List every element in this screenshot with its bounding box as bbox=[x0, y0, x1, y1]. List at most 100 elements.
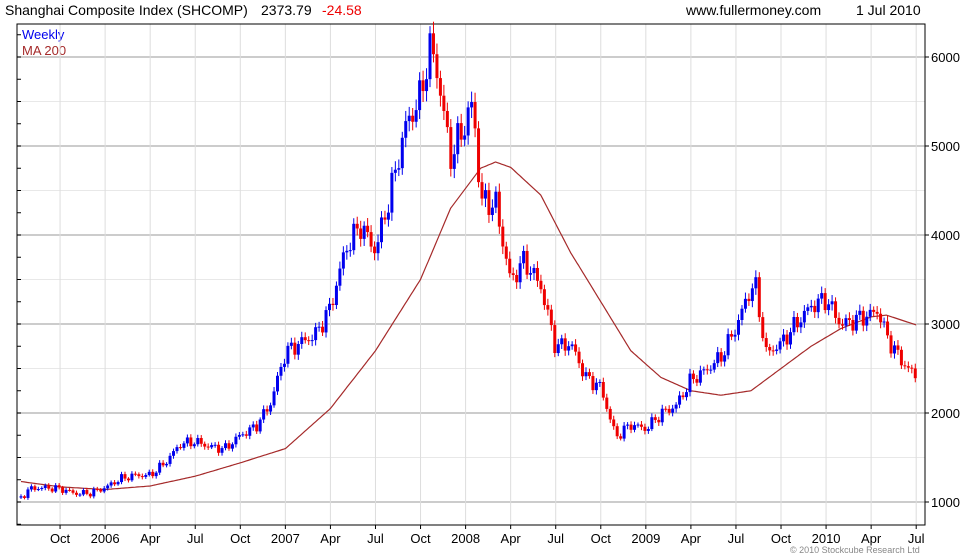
candle-body bbox=[497, 191, 501, 227]
candle-body bbox=[345, 250, 349, 253]
candle-body bbox=[102, 488, 106, 492]
candle-body bbox=[799, 322, 803, 328]
candle-body bbox=[61, 487, 65, 493]
candle-body bbox=[667, 408, 671, 413]
candle-body bbox=[681, 395, 685, 398]
candle-body bbox=[563, 338, 567, 351]
candle-body bbox=[449, 127, 453, 169]
candle-body bbox=[747, 298, 751, 302]
candle-body bbox=[352, 223, 356, 251]
x-tick-label: 2006 bbox=[91, 531, 120, 546]
candle-body bbox=[688, 373, 692, 393]
candle-body bbox=[490, 207, 494, 215]
candle-body bbox=[847, 318, 851, 321]
candle-body bbox=[57, 485, 61, 488]
candle-body bbox=[678, 395, 682, 405]
x-tick-label: Jul bbox=[728, 531, 745, 546]
candle-body bbox=[556, 344, 560, 354]
candle-body bbox=[764, 338, 768, 348]
candle-body bbox=[366, 225, 370, 233]
candle-body bbox=[522, 250, 526, 264]
candle-body bbox=[466, 107, 470, 136]
candle-body bbox=[431, 33, 435, 55]
site-link[interactable]: www.fullermoney.com bbox=[686, 2, 822, 18]
candle-body bbox=[234, 436, 238, 445]
candle-body bbox=[483, 190, 487, 199]
x-tick-label: Apr bbox=[861, 531, 882, 546]
candle-body bbox=[879, 313, 883, 323]
candle-body bbox=[816, 298, 820, 313]
candle-body bbox=[425, 79, 429, 92]
candle-body bbox=[470, 102, 474, 108]
candle-body bbox=[619, 436, 623, 439]
candle-body bbox=[68, 489, 72, 491]
candle-body bbox=[262, 409, 266, 420]
candle-body bbox=[674, 404, 678, 409]
x-tick-label: Oct bbox=[591, 531, 612, 546]
candle-body bbox=[445, 111, 449, 128]
candle-body bbox=[768, 347, 772, 351]
candle-body bbox=[612, 419, 616, 427]
candle-body bbox=[511, 273, 515, 275]
candle-body bbox=[574, 344, 578, 352]
candle-body bbox=[910, 367, 914, 369]
candle-body bbox=[709, 369, 713, 371]
candle-body bbox=[438, 78, 442, 96]
candle-body bbox=[248, 427, 252, 436]
candle-body bbox=[716, 352, 720, 364]
candle-body bbox=[685, 392, 689, 398]
candle-body bbox=[608, 408, 612, 420]
candle-body bbox=[144, 475, 148, 477]
candle-body bbox=[868, 309, 872, 317]
candle-body bbox=[837, 317, 841, 325]
candle-body bbox=[192, 444, 196, 447]
candle-body bbox=[865, 316, 869, 326]
candle-body bbox=[515, 274, 519, 283]
candle-body bbox=[508, 258, 512, 274]
candle-body bbox=[587, 372, 591, 377]
candle-body bbox=[407, 115, 411, 122]
candle-body bbox=[695, 379, 699, 383]
x-tick-label: Jul bbox=[547, 531, 564, 546]
candle-body bbox=[660, 408, 664, 423]
candle-body bbox=[390, 172, 394, 213]
candle-body bbox=[643, 426, 647, 431]
candle-body bbox=[577, 351, 581, 364]
candle-body bbox=[806, 307, 810, 311]
y-tick-label: 1000 bbox=[931, 495, 960, 510]
candle-body bbox=[154, 472, 158, 477]
candle-body bbox=[74, 492, 78, 495]
candle-body bbox=[809, 305, 813, 308]
candle-body bbox=[189, 437, 193, 447]
candle-body bbox=[282, 363, 286, 367]
candle-body bbox=[594, 382, 598, 391]
candle-body bbox=[473, 102, 477, 129]
candle-body bbox=[750, 288, 754, 302]
candle-body bbox=[719, 352, 723, 362]
candle-body bbox=[50, 488, 54, 492]
candle-body bbox=[182, 443, 186, 448]
candle-body bbox=[123, 474, 127, 479]
candle-body bbox=[43, 485, 47, 489]
candle-body bbox=[307, 340, 311, 342]
candle-body bbox=[882, 321, 886, 323]
candle-body bbox=[771, 350, 775, 352]
candle-body bbox=[899, 349, 903, 366]
candle-body bbox=[622, 425, 626, 439]
candle-body bbox=[664, 408, 668, 410]
candle-body bbox=[296, 344, 300, 355]
candle-body bbox=[691, 373, 695, 380]
candle-body bbox=[317, 326, 321, 328]
candle-body bbox=[244, 434, 248, 436]
y-tick-label: 2000 bbox=[931, 406, 960, 421]
candle-body bbox=[889, 335, 893, 354]
candle-body bbox=[196, 438, 200, 445]
candle-body bbox=[237, 434, 241, 437]
candle-body bbox=[788, 332, 792, 345]
y-tick-label: 6000 bbox=[931, 50, 960, 65]
candle-body bbox=[629, 424, 633, 430]
candle-body bbox=[359, 228, 363, 239]
candle-body bbox=[605, 397, 609, 409]
candle-body bbox=[71, 490, 75, 493]
candle-body bbox=[705, 369, 709, 371]
